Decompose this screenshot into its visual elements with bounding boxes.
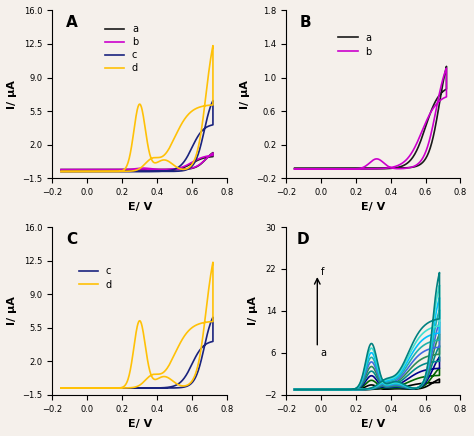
Text: D: D [296, 232, 309, 247]
Text: f: f [321, 266, 324, 276]
Y-axis label: I/ μA: I/ μA [248, 296, 258, 325]
Legend: c, d: c, d [75, 262, 116, 294]
Y-axis label: I/ μA: I/ μA [240, 80, 250, 109]
Text: B: B [300, 15, 311, 31]
Text: C: C [66, 232, 77, 247]
X-axis label: E/ V: E/ V [361, 202, 385, 212]
Legend: a, b, c, d: a, b, c, d [101, 20, 142, 77]
X-axis label: E/ V: E/ V [361, 419, 385, 429]
Legend: a, b: a, b [334, 29, 375, 61]
X-axis label: E/ V: E/ V [128, 419, 152, 429]
Y-axis label: I/ μA: I/ μA [7, 80, 17, 109]
Text: A: A [66, 15, 78, 31]
X-axis label: E/ V: E/ V [128, 202, 152, 212]
Y-axis label: I/ μA: I/ μA [7, 296, 17, 325]
Text: a: a [321, 348, 327, 358]
